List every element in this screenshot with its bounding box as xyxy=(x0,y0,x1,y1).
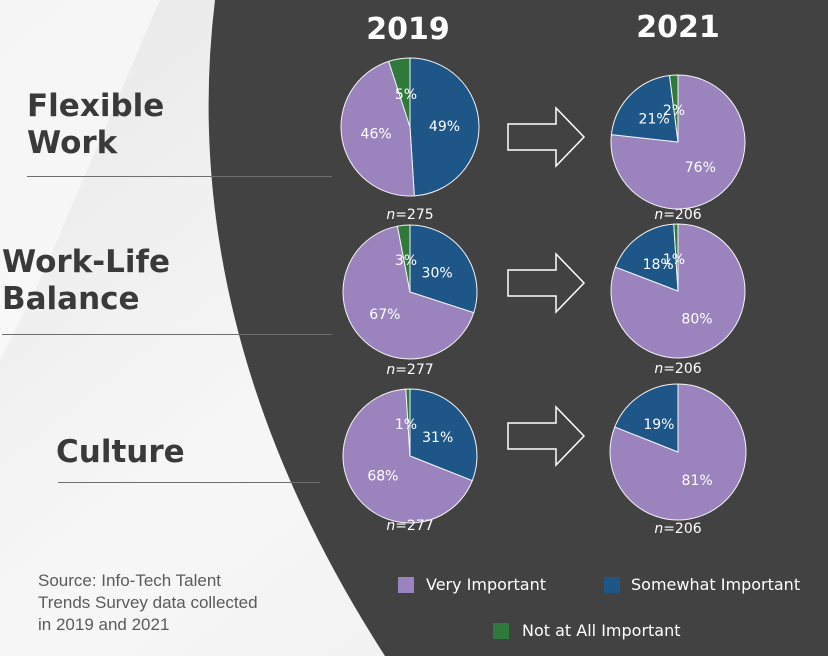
pie-slice-very-important xyxy=(340,60,415,197)
pie-data-label: 49% xyxy=(429,119,460,135)
pie-slice-very-important xyxy=(342,388,473,524)
source-line: Source: Info-Tech Talent xyxy=(38,571,222,590)
pie-work-life-balance-2021: 80% 18%1% xyxy=(610,223,746,359)
pie-data-label: 30% xyxy=(422,265,453,281)
pie-slice-somewhat-important xyxy=(614,223,679,292)
pie-data-label: 67% xyxy=(369,307,400,323)
pie-slice-very-important xyxy=(609,383,747,521)
pie-slice-not-at-all-important xyxy=(388,57,411,128)
category-divider xyxy=(2,334,332,335)
category-label-line: Work xyxy=(27,124,118,161)
right-arrow-icon xyxy=(507,405,586,467)
sample-size-label: n=275 xyxy=(386,207,433,223)
category-divider xyxy=(27,176,332,177)
pie-slice-very-important xyxy=(342,225,475,360)
category-label-line: Flexible xyxy=(27,88,165,124)
pie-data-label: 68% xyxy=(367,469,398,485)
pie-data-label: 19% xyxy=(643,417,674,433)
pie-culture-2021: 81% 19% xyxy=(609,383,747,521)
pie-slice-not-at-all-important xyxy=(668,74,679,143)
category-label-flexible-work: Flexible Work xyxy=(27,88,164,161)
year-header-2019: 2019 xyxy=(366,12,450,47)
pie-data-label: 46% xyxy=(361,126,392,142)
pie-slice-not-at-all-important xyxy=(673,223,679,292)
pie-culture-2019: 31% 68% 1% xyxy=(342,388,478,524)
pie-data-label: 76% xyxy=(685,160,716,176)
pie-data-label: 5% xyxy=(395,87,417,103)
sample-size-label: n=206 xyxy=(654,521,701,537)
pie-slice-not-at-all-important xyxy=(405,388,411,457)
pie-data-label: 81% xyxy=(682,473,713,489)
sample-size-label: n=206 xyxy=(654,361,701,377)
source-note: Source: Info-Tech Talent Trends Survey d… xyxy=(38,570,328,636)
sample-size-label: n=277 xyxy=(386,518,433,534)
pie-data-label: 1% xyxy=(395,417,417,433)
pie-data-label: 3% xyxy=(395,253,417,269)
source-line: Trends Survey data collected xyxy=(38,593,258,613)
pie-data-label: 31% xyxy=(422,430,453,446)
pie-slice-somewhat-important xyxy=(409,388,478,482)
legend-swatch-very-important xyxy=(398,577,414,593)
sample-size-label: n=277 xyxy=(386,362,433,378)
category-label-line: Work-Life xyxy=(2,244,171,280)
pie-flexible-work-2021: 76% 21%2% xyxy=(610,74,746,210)
pie-slice-very-important xyxy=(610,74,746,210)
pie-work-life-balance-2019: 30% 67% 3% xyxy=(342,224,478,360)
legend-label-somewhat-important: Somewhat Important xyxy=(631,575,801,594)
light-swoosh xyxy=(0,0,160,360)
pie-slice-somewhat-important xyxy=(610,74,679,143)
arrows-layer xyxy=(507,106,586,467)
category-label-culture: Culture xyxy=(56,434,185,471)
year-header-2021: 2021 xyxy=(636,10,720,45)
pie-data-label: 1% xyxy=(663,252,685,268)
pie-slice-somewhat-important xyxy=(409,224,478,314)
pie-flexible-work-2019: 49% 46% 5% xyxy=(340,57,480,197)
legend-label-not-at-all-important: Not at All Important xyxy=(522,621,681,640)
legend-swatch-somewhat-important xyxy=(604,577,620,593)
pie-data-label: 21% xyxy=(639,112,670,128)
pie-data-label: 18% xyxy=(643,257,674,273)
legend-swatch-not-at-all-important xyxy=(493,623,509,639)
category-label-work-life-balance: Work-Life Balance xyxy=(2,244,170,317)
right-arrow-icon xyxy=(507,106,586,168)
category-label-line: Balance xyxy=(2,280,140,317)
pie-slice-somewhat-important xyxy=(614,383,679,453)
pie-slice-somewhat-important xyxy=(409,57,480,197)
pie-data-label: 80% xyxy=(681,312,712,328)
right-arrow-icon xyxy=(507,252,586,314)
pies-layer: 49% 46% 5% n=275 76% 21%2% n=206 30% 67% 3% n=277 8… xyxy=(340,57,747,537)
category-divider xyxy=(58,482,320,483)
sample-size-label: n=206 xyxy=(654,207,701,223)
source-line: in 2019 and 2021 xyxy=(38,615,170,635)
pie-slice-not-at-all-important xyxy=(396,224,411,293)
legend-label-very-important: Very Important xyxy=(426,575,546,594)
category-label-line: Culture xyxy=(56,434,185,470)
pie-data-label: 2% xyxy=(663,103,685,119)
